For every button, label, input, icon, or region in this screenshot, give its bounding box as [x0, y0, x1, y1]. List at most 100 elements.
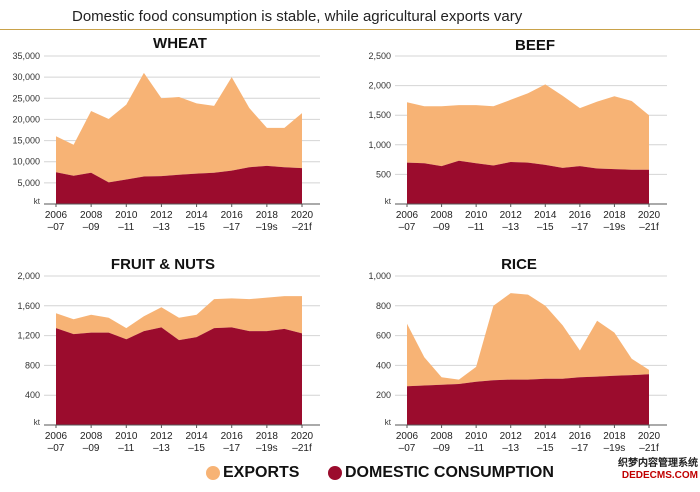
chart-title: RICE: [501, 256, 537, 273]
x-tick-label-suffix: –19s: [256, 443, 278, 454]
x-tick-label-suffix: –09: [433, 443, 450, 454]
x-tick-label: 2016: [221, 431, 244, 442]
x-tick-label: 2010: [465, 210, 488, 221]
x-tick-label: 2018: [603, 431, 626, 442]
series-exports-area: [56, 296, 302, 341]
x-tick-label-suffix: –11: [468, 443, 484, 454]
x-tick-label: 2012: [150, 431, 173, 442]
y-tick-label: 35,000: [12, 51, 40, 61]
x-tick-label-suffix: –15: [188, 443, 205, 454]
series-domestic-area: [407, 160, 649, 204]
x-tick-label-suffix: –07: [399, 222, 416, 233]
series-domestic-area: [407, 374, 649, 425]
y-tick-label: 2,000: [368, 81, 391, 91]
x-tick-label: 2008: [80, 431, 103, 442]
x-tick-label-suffix: –07: [399, 443, 416, 454]
x-tick-label-suffix: –13: [502, 222, 519, 233]
y-tick-label: 2,500: [368, 51, 391, 61]
header-divider: [0, 29, 700, 30]
x-tick-label: 2014: [534, 431, 557, 442]
legend-swatch-exports: [206, 466, 220, 480]
x-tick-label: 2006: [396, 431, 419, 442]
y-tick-label: 1,200: [17, 331, 40, 341]
y-tick-label: 500: [376, 169, 391, 179]
legend-label-exports: EXPORTS: [223, 464, 300, 481]
x-tick-label: 2016: [221, 210, 244, 221]
x-tick-label: 2006: [396, 210, 419, 221]
x-tick-label-suffix: –21f: [639, 443, 659, 454]
series-domestic-area: [56, 165, 302, 204]
x-tick-label-suffix: –19s: [604, 443, 626, 454]
x-tick-label-suffix: –13: [502, 443, 519, 454]
y-tick-label: 30,000: [12, 72, 40, 82]
chart-fruit-nuts: 400 800 1,200 1,600 2,000 kt 2006–07 2008–09 201…: [17, 256, 320, 454]
y-tick-label: 15,000: [12, 136, 40, 146]
x-tick-label-suffix: –19s: [604, 222, 626, 233]
x-tick-label-suffix: –11: [118, 443, 134, 454]
legend-label-domestic: DOMESTIC CONSUMPTION: [345, 464, 554, 481]
x-tick-label: 2018: [256, 210, 279, 221]
x-tick-label: 2010: [115, 431, 138, 442]
x-tick-label: 2018: [256, 431, 279, 442]
y-tick-label: 600: [376, 331, 391, 341]
x-tick-label-suffix: –11: [468, 222, 484, 233]
x-tick-label-suffix: –11: [118, 222, 134, 233]
x-tick-label: 2012: [150, 210, 173, 221]
series-exports-area: [407, 293, 649, 387]
y-tick-label: 2,000: [17, 271, 40, 281]
x-tick-label: 2012: [500, 210, 523, 221]
chart-canvas: 5,000 10,000 15,000 20,000 25,000 30,000 35,00…: [12, 35, 667, 454]
y-unit-label: kt: [385, 197, 392, 206]
x-tick-label-suffix: –19s: [256, 222, 278, 233]
chart-title: FRUIT & NUTS: [111, 256, 215, 273]
page-header: Domestic food consumption is stable, whi…: [0, 0, 700, 30]
x-tick-label-suffix: –15: [537, 443, 554, 454]
x-tick-label: 2014: [185, 431, 208, 442]
x-tick-label: 2012: [500, 431, 523, 442]
y-tick-label: 200: [376, 390, 391, 400]
x-tick-label: 2006: [45, 210, 68, 221]
x-tick-label: 2020: [291, 431, 314, 442]
x-tick-label-suffix: –17: [223, 222, 240, 233]
chart-rice: 200 400 600 800 1,000 kt 2006–07 2008–09 2010–11…: [368, 256, 667, 454]
chart-legend: EXPORTS DOMESTIC CONSUMPTION: [0, 464, 700, 490]
series-exports-area: [56, 72, 302, 183]
x-tick-label-suffix: –17: [223, 443, 240, 454]
y-tick-label: 1,000: [368, 140, 391, 150]
x-tick-label: 2020: [638, 431, 661, 442]
x-tick-label-suffix: –15: [188, 222, 205, 233]
chart-title: BEEF: [515, 37, 555, 54]
x-tick-label: 2010: [465, 431, 488, 442]
y-tick-label: 10,000: [12, 157, 40, 167]
watermark-line-1: 织梦内容管理系统: [618, 458, 698, 469]
y-tick-label: 400: [376, 360, 391, 370]
x-tick-label: 2014: [534, 210, 557, 221]
y-tick-label: 5,000: [17, 178, 40, 188]
x-tick-label: 2014: [185, 210, 208, 221]
chart-wheat: 5,000 10,000 15,000 20,000 25,000 30,000 35,00…: [12, 35, 320, 233]
x-tick-label-suffix: –09: [83, 443, 100, 454]
x-tick-label: 2006: [45, 431, 68, 442]
legend-swatch-domestic: [328, 466, 342, 480]
series-exports-area: [407, 84, 649, 170]
x-tick-label-suffix: –15: [537, 222, 554, 233]
x-tick-label: 2010: [115, 210, 138, 221]
x-tick-label-suffix: –21f: [292, 222, 312, 233]
x-tick-label: 2008: [430, 431, 453, 442]
y-tick-label: 1,000: [368, 271, 391, 281]
x-tick-label: 2018: [603, 210, 626, 221]
legend-item-domestic: DOMESTIC CONSUMPTION: [328, 464, 554, 482]
x-tick-label-suffix: –09: [433, 222, 450, 233]
legend-item-exports: EXPORTS: [206, 464, 299, 482]
x-tick-label-suffix: –07: [48, 443, 65, 454]
page-title: Domestic food consumption is stable, whi…: [72, 8, 523, 25]
y-tick-label: 20,000: [12, 114, 40, 124]
y-unit-label: kt: [34, 197, 41, 206]
y-tick-label: 800: [25, 360, 40, 370]
series-domestic-area: [56, 327, 302, 425]
y-tick-label: 1,600: [17, 301, 40, 311]
x-tick-label-suffix: –21f: [639, 222, 659, 233]
y-unit-label: kt: [34, 418, 41, 427]
x-tick-label: 2016: [569, 431, 592, 442]
x-tick-label: 2020: [291, 210, 314, 221]
